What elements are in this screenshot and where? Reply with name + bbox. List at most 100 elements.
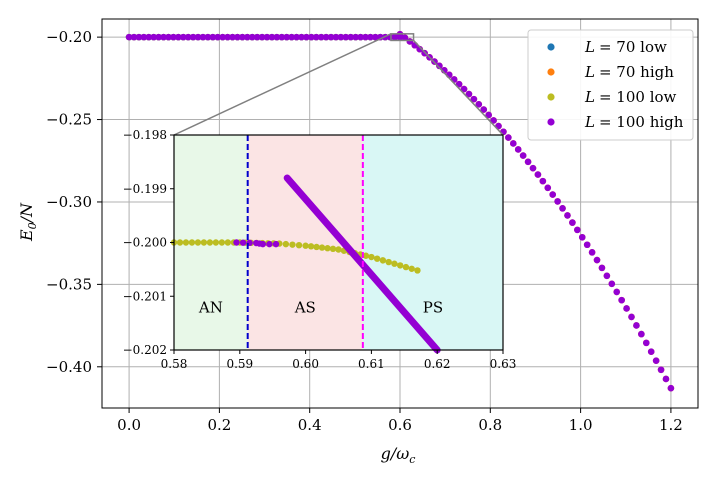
data-point xyxy=(219,33,226,41)
data-point xyxy=(135,33,143,41)
data-point xyxy=(519,152,527,159)
data-point xyxy=(613,288,621,296)
y-tick-label: −0.35 xyxy=(46,275,92,293)
x-tick-label: 0.8 xyxy=(478,416,502,434)
inset-data-point xyxy=(272,240,280,248)
inset-data-point xyxy=(408,265,415,272)
data-point xyxy=(155,33,162,41)
phase-region-ps xyxy=(362,135,503,350)
inset-data-point xyxy=(289,241,296,248)
inset-y-tick-label: −0.202 xyxy=(123,343,167,357)
inset-data-point xyxy=(329,245,337,253)
y-tick-label: −0.20 xyxy=(46,28,92,46)
legend-entry-value: = 70 high xyxy=(599,63,674,81)
data-point xyxy=(485,111,492,119)
inset-data-point xyxy=(206,239,214,246)
data-point xyxy=(214,33,222,41)
x-tick-label: 0.6 xyxy=(388,416,412,434)
inset-data-point xyxy=(313,243,320,251)
inset-data-point xyxy=(282,240,290,248)
legend-frame xyxy=(527,29,694,141)
x-tick-label: 1.2 xyxy=(659,416,683,434)
x-tick-label: 0.0 xyxy=(117,416,141,434)
data-point xyxy=(549,191,556,198)
data-point xyxy=(465,90,473,98)
inset-data-point xyxy=(194,239,202,246)
inset-data-point xyxy=(362,252,370,259)
data-point xyxy=(125,33,133,41)
main-axis-ticks: 0.0 0.2 0.4 0.6 0.8 1.0 1.2 −0.20 −0.25 −0.30 −0.3… xyxy=(46,28,683,434)
inset-data-point xyxy=(295,241,303,249)
inset-plot: 0.58 0.59 0.60 0.61 0.62 0.63 −0.198 −0.199 −0.2… xyxy=(123,128,517,371)
data-point xyxy=(175,33,182,41)
data-point xyxy=(583,241,591,249)
data-point xyxy=(667,384,675,392)
inset-x-tick-label: 0.61 xyxy=(358,357,385,371)
legend-marker xyxy=(547,43,555,51)
data-point xyxy=(475,100,483,108)
zoom-region-box xyxy=(390,33,415,42)
inset-x-tick-label: 0.62 xyxy=(424,357,451,371)
data-point xyxy=(317,33,325,41)
legend-entry-value: = 100 low xyxy=(599,88,677,106)
data-point xyxy=(145,33,153,41)
data-point xyxy=(303,33,310,41)
data-point xyxy=(509,140,517,147)
data-point xyxy=(194,33,202,41)
legend-entry-value: = 100 high xyxy=(599,113,684,131)
data-point xyxy=(239,33,246,41)
data-point xyxy=(569,219,576,226)
data-point xyxy=(170,33,177,41)
phase-region-label: AS xyxy=(294,298,316,316)
data-point xyxy=(332,33,340,41)
inset-data-point xyxy=(182,239,190,246)
inset-y-tick-label: −0.198 xyxy=(123,128,167,142)
inset-data-point xyxy=(391,260,398,267)
data-point xyxy=(199,33,207,41)
main-data-marks xyxy=(125,30,675,392)
data-point xyxy=(470,95,478,103)
inset-data-point xyxy=(266,240,273,248)
y-axis-title-subscript: 0 xyxy=(26,222,39,229)
inset-region-labels: AN AS PS xyxy=(198,298,443,316)
legend-entry-variable: L xyxy=(584,113,595,131)
data-point xyxy=(618,296,625,304)
data-point xyxy=(347,33,355,41)
data-point xyxy=(224,33,231,41)
legend-entry-value: = 70 low xyxy=(599,38,667,56)
inset-data-point xyxy=(239,239,247,246)
data-point xyxy=(652,357,660,364)
legend-entry-variable: L xyxy=(584,63,595,81)
phase-region-label: PS xyxy=(423,298,443,316)
inset-data-point xyxy=(368,253,375,261)
data-point xyxy=(342,33,350,41)
data-point xyxy=(179,33,187,41)
legend-entry: L = 70 high xyxy=(584,63,674,81)
legend-marker xyxy=(547,93,555,101)
inset-x-tick-label: 0.59 xyxy=(226,357,253,371)
data-point xyxy=(480,106,488,113)
data-point xyxy=(628,313,635,321)
data-point xyxy=(633,322,640,329)
data-point xyxy=(273,33,281,41)
inset-data-point xyxy=(259,240,267,248)
data-point xyxy=(534,171,542,178)
inset-data-point xyxy=(385,258,392,266)
data-point xyxy=(189,33,197,41)
data-point xyxy=(401,34,409,42)
data-point xyxy=(283,33,291,41)
inset-y-tick-label: −0.200 xyxy=(123,236,167,250)
data-point xyxy=(352,33,359,41)
inset-data-point xyxy=(218,239,226,246)
y-axis-title-main: E xyxy=(17,229,36,242)
data-point xyxy=(505,134,512,141)
data-point xyxy=(209,33,217,41)
data-point xyxy=(657,366,665,374)
data-point xyxy=(298,33,305,41)
data-point xyxy=(662,375,670,383)
legend-marker xyxy=(547,118,555,126)
inset-data-point xyxy=(318,244,326,251)
legend-entry: L = 100 low xyxy=(584,88,677,106)
